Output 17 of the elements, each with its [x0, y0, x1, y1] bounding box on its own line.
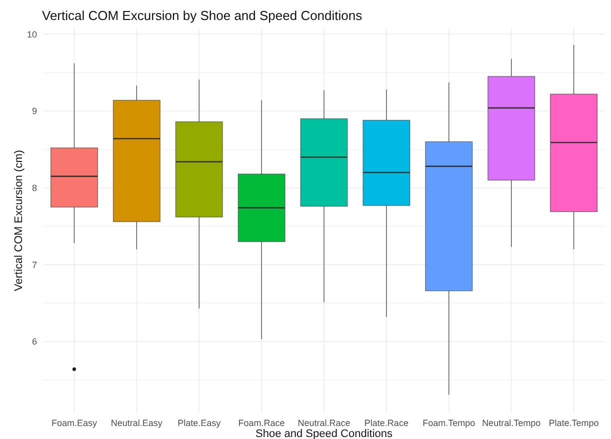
y-tick-label: 9 — [32, 106, 37, 116]
x-tick-label: Neutral.Easy — [110, 418, 163, 428]
x-tick-label: Plate.Tempo — [548, 418, 599, 428]
y-tick-label: 7 — [32, 260, 37, 270]
x-tick-label: Neutral.Tempo — [482, 418, 541, 428]
y-tick-label: 6 — [32, 336, 37, 347]
x-axis-title: Shoe and Speed Conditions — [256, 428, 393, 439]
x-tick-label: Foam.Tempo — [422, 418, 476, 428]
y-axis-title: Vertical COM Excursion (cm) — [13, 150, 25, 292]
y-tick-label: 10 — [26, 29, 37, 40]
chart-title: Vertical COM Excursion by Shoe and Speed Conditions — [42, 8, 363, 23]
x-tick-label: Plate.Easy — [178, 418, 222, 428]
x-tick-label: Plate.Race — [364, 418, 408, 428]
x-tick-label: Neutral.Race — [298, 418, 350, 428]
y-tick-label: 8 — [32, 182, 37, 193]
x-tick-label: Foam.Race — [238, 418, 285, 428]
x-tick-label: Foam.Easy — [51, 418, 98, 428]
